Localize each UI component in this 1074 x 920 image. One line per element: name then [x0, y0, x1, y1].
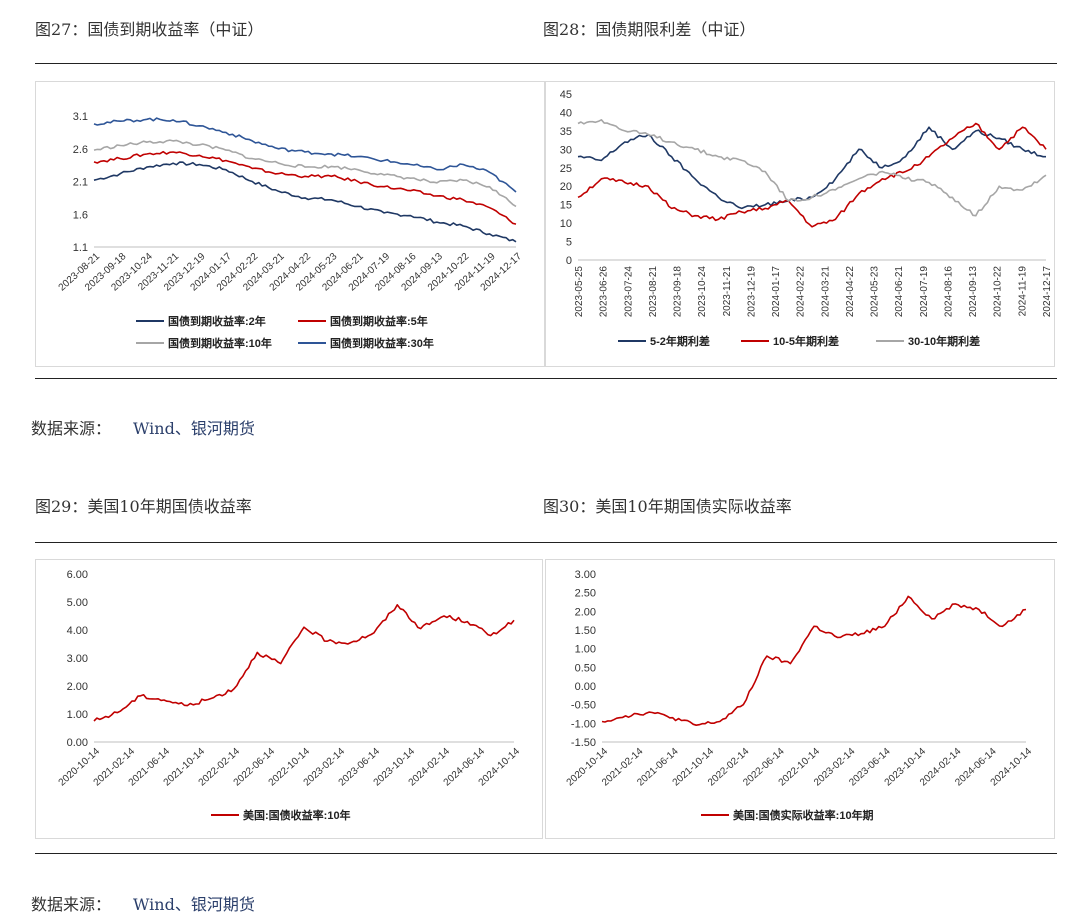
- legend-label: 10-5年期利差: [773, 334, 839, 348]
- bottom-rule-2: [35, 853, 1057, 854]
- fig28-panel: 45 40 35 30 25 20 15 10 5 0 2023-05-25 2023-06-26 20…: [545, 81, 1055, 367]
- y-tick-label: 35: [560, 126, 572, 138]
- x-tick-label: 2023-06-26: [599, 266, 610, 318]
- fig28-title: 图28：国债期限利差（中证）: [543, 20, 756, 39]
- series-line-3: [93, 117, 517, 193]
- y-tick-label: 15: [560, 200, 572, 212]
- top-rule-2: [35, 542, 1057, 543]
- y-tick-label: 0.00: [67, 737, 88, 749]
- fig29-panel: 6.00 5.00 4.00 3.00 2.00 1.00 0.00 2020-10-14 20…: [35, 559, 543, 839]
- source-value: Wind、银河期货: [133, 895, 255, 914]
- y-tick-label: 1.1: [73, 242, 88, 254]
- y-tick-label: 2.6: [73, 144, 88, 156]
- y-tick-label: -0.50: [571, 700, 596, 712]
- source-label: 数据来源：: [31, 419, 112, 438]
- x-tick-label: 2023-07-24: [623, 266, 634, 318]
- source-line-1: 数据来源： Wind、银河期货: [31, 415, 255, 439]
- x-tick-label: 2024-07-19: [919, 266, 930, 318]
- y-tick-label: 45: [560, 89, 572, 101]
- y-tick-label: 20: [560, 181, 572, 193]
- fig27-panel: 3.1 2.6 2.1 1.6 1.1 2023-08-21 2023-09-18 2023-…: [35, 81, 545, 367]
- legend-label: 美国:国债实际收益率:10年期: [733, 808, 874, 822]
- x-tick-label: 2023-09-18: [673, 266, 684, 318]
- y-tick-label: 1.00: [575, 644, 596, 656]
- x-tick-label: 2024-04-22: [845, 266, 856, 318]
- x-tick-label: 2024-09-13: [968, 266, 979, 318]
- legend-label: 国债到期收益率:2年: [168, 314, 266, 328]
- fig30-chart: 3.00 2.50 2.00 1.50 1.00 0.50 0.00 -0.50 -1.00 -1…: [565, 569, 1035, 822]
- y-tick-label: 3.00: [67, 653, 88, 665]
- legend-label: 美国:国债收益率:10年: [243, 808, 351, 822]
- y-tick-label: 4.00: [67, 625, 88, 637]
- fig30-panel: 3.00 2.50 2.00 1.50 1.00 0.50 0.00 -0.50 -1.00 -1…: [545, 559, 1055, 839]
- series-line-1: [577, 122, 1047, 228]
- x-tick-label: 2024-06-21: [894, 266, 905, 318]
- source-line-2: 数据来源： Wind、银河期货: [31, 891, 255, 915]
- x-tick-label: 2023-10-24: [697, 266, 708, 318]
- legend-label: 国债到期收益率:30年: [330, 336, 434, 350]
- x-tick-label: 2024-12-17: [1042, 266, 1053, 318]
- x-tick-label: 2023-12-19: [746, 266, 757, 318]
- y-tick-label: 25: [560, 163, 572, 175]
- y-tick-label: 5: [566, 237, 572, 249]
- y-tick-label: 3.1: [73, 111, 88, 123]
- fig27-chart: 3.12.62.11.61.12023-08-212023-09-182023-…: [57, 111, 525, 350]
- y-tick-label: 0.00: [575, 681, 596, 693]
- x-tick-label: 2024-03-21: [820, 266, 831, 318]
- y-tick-label: 0.50: [575, 662, 596, 674]
- y-tick-label: 40: [560, 107, 572, 119]
- y-tick-label: 1.6: [73, 209, 88, 221]
- legend-label: 5-2年期利差: [650, 334, 710, 348]
- x-tick-label: 2023-05-25: [574, 266, 585, 318]
- series-line-0: [93, 603, 515, 722]
- y-tick-label: 1.00: [67, 709, 88, 721]
- y-tick-label: 30: [560, 144, 572, 156]
- legend-label: 30-10年期利差: [908, 334, 980, 348]
- fig30-title: 图30：美国10年期国债实际收益率: [543, 497, 792, 516]
- series-line-0: [601, 595, 1027, 726]
- bottom-rule-1: [35, 378, 1057, 379]
- x-tick-label: 2023-11-21: [722, 266, 733, 317]
- fig29-title: 图29：美国10年期国债收益率: [35, 497, 252, 516]
- series-line-0: [93, 161, 517, 243]
- source-value: Wind、银河期货: [133, 419, 255, 438]
- source-label: 数据来源：: [31, 895, 112, 914]
- x-tick-label: 2024-08-16: [943, 266, 954, 318]
- series-line-2: [93, 139, 517, 208]
- y-tick-label: 5.00: [67, 597, 88, 609]
- top-rule-1: [35, 63, 1057, 64]
- y-tick-label: -1.00: [571, 718, 596, 730]
- x-tick-label: 2024-05-23: [870, 266, 881, 318]
- y-tick-label: 2.1: [73, 177, 88, 189]
- y-tick-label: -1.50: [571, 737, 596, 749]
- series-line-2: [577, 118, 1047, 217]
- fig27-title: 图27：国债到期收益率（中证）: [35, 20, 264, 39]
- y-tick-label: 0: [566, 255, 572, 267]
- y-tick-label: 6.00: [67, 569, 88, 581]
- fig29-chart: 6.005.004.003.002.001.000.002020-10-1420…: [57, 569, 523, 822]
- x-tick-label: 2024-01-17: [771, 266, 782, 318]
- legend-label: 国债到期收益率:10年: [168, 336, 272, 350]
- y-tick-label: 3.00: [575, 569, 596, 581]
- x-tick-label: 2024-11-19: [1017, 266, 1028, 317]
- legend-label: 国债到期收益率:5年: [330, 314, 428, 328]
- y-tick-label: 2.00: [575, 606, 596, 618]
- x-tick-label: 2024-10-22: [993, 266, 1004, 318]
- series-line-1: [93, 150, 517, 225]
- x-tick-label: 2023-08-21: [648, 266, 659, 318]
- x-tick-label: 2024-02-22: [796, 266, 807, 318]
- y-tick-label: 2.50: [575, 588, 596, 600]
- y-tick-label: 10: [560, 218, 572, 230]
- y-tick-label: 2.00: [67, 681, 88, 693]
- y-tick-label: 1.50: [575, 625, 596, 637]
